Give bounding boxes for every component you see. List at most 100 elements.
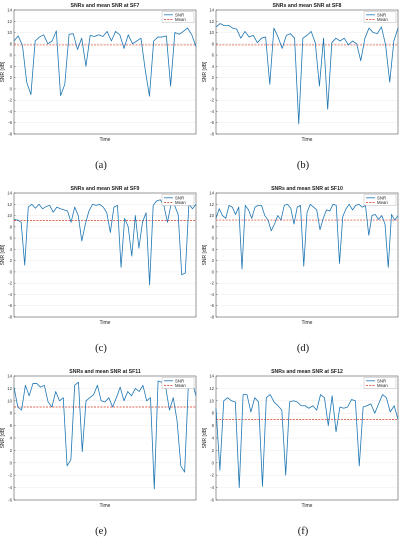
legend-snr-label: SNR bbox=[377, 378, 386, 383]
chart-title: SNRs and mean SNR at SF11 bbox=[69, 369, 141, 375]
y-tick-label: 2 bbox=[212, 75, 215, 80]
legend-box bbox=[363, 194, 397, 206]
plot-frame bbox=[13, 9, 197, 135]
y-axis-label: SNR [dB] bbox=[0, 244, 6, 265]
y-tick-label: 6 bbox=[212, 53, 215, 58]
y-tick-label: 4 bbox=[212, 64, 215, 69]
y-tick-label: 6 bbox=[212, 423, 215, 428]
x-axis-label: Time bbox=[302, 320, 313, 326]
chart-panel-sf9: -8 -6 -4 -2 0 2 4 6 8 10 12 14 SNRs and mean SNR at … bbox=[0, 183, 202, 366]
y-tick-label: 10 bbox=[209, 30, 214, 35]
y-tick-label: -2 bbox=[210, 473, 214, 478]
chart-sf10: -8 -6 -4 -2 0 2 4 6 8 10 12 14 SNRs and mean SNR at … bbox=[202, 186, 399, 326]
x-axis-label: Time bbox=[100, 137, 111, 143]
series-snr-line bbox=[215, 394, 399, 488]
y-tick-label: 4 bbox=[10, 436, 13, 441]
y-tick-label: 0 bbox=[10, 269, 13, 274]
legend-snr-label: SNR bbox=[377, 12, 386, 17]
legend-box bbox=[363, 377, 397, 389]
y-tick-label: -2 bbox=[8, 473, 12, 478]
legend-snr-label: SNR bbox=[377, 195, 386, 200]
legend-box bbox=[161, 11, 195, 23]
panel-caption-sf9: (c) bbox=[95, 343, 107, 354]
y-tick-label: 4 bbox=[10, 64, 13, 69]
y-tick-label: 6 bbox=[10, 53, 13, 58]
y-tick-label: -6 bbox=[210, 498, 214, 503]
x-axis-label: Time bbox=[302, 503, 313, 509]
chart-sf7: -8 -6 -4 -2 0 2 4 6 8 10 12 14 SNRs and mean SNR at … bbox=[0, 3, 197, 143]
y-tick-label: 2 bbox=[10, 448, 13, 453]
series-snr-line bbox=[215, 203, 399, 270]
y-tick-label: 10 bbox=[7, 30, 12, 35]
y-tick-label: 8 bbox=[10, 41, 13, 46]
chart-title: SNRs and mean SNR at SF12 bbox=[271, 369, 343, 375]
y-tick-label: -2 bbox=[8, 281, 12, 286]
legend-snr-label: SNR bbox=[175, 195, 184, 200]
legend-mean-label: Mean bbox=[175, 200, 186, 205]
y-tick-label: 12 bbox=[7, 202, 12, 207]
y-tick-label: 14 bbox=[209, 8, 214, 13]
legend-box bbox=[161, 377, 195, 389]
chart-title: SNRs and mean SNR at SF10 bbox=[271, 186, 343, 192]
y-tick-label: -8 bbox=[8, 132, 12, 137]
legend-snr-label: SNR bbox=[175, 12, 184, 17]
legend-mean-label: Mean bbox=[175, 383, 186, 388]
y-tick-label: 6 bbox=[212, 236, 215, 241]
plot-frame bbox=[13, 375, 197, 501]
y-tick-label: -8 bbox=[8, 315, 12, 320]
y-tick-label: 12 bbox=[209, 202, 214, 207]
legend-mean-label: Mean bbox=[377, 17, 388, 22]
y-tick-label: -6 bbox=[8, 120, 12, 125]
panel-caption-sf12: (f) bbox=[297, 526, 309, 537]
y-tick-label: -8 bbox=[210, 132, 214, 137]
y-axis-label: SNR [dB] bbox=[202, 61, 208, 82]
y-tick-label: -4 bbox=[8, 485, 12, 490]
y-tick-label: 0 bbox=[212, 86, 215, 91]
y-tick-label: 12 bbox=[7, 386, 12, 391]
legend-box bbox=[363, 11, 397, 23]
y-tick-label: -4 bbox=[8, 292, 12, 297]
legend-mean-label: Mean bbox=[377, 383, 388, 388]
y-tick-label: 4 bbox=[212, 247, 215, 252]
plot-frame bbox=[215, 192, 399, 318]
y-tick-label: -6 bbox=[8, 498, 12, 503]
y-tick-label: 14 bbox=[209, 191, 214, 196]
y-tick-label: 8 bbox=[10, 411, 13, 416]
y-tick-label: 10 bbox=[209, 398, 214, 403]
chart-sf12: -6 -4 -2 0 2 4 6 8 10 12 14 SNRs and mean SNR at SF… bbox=[202, 369, 399, 509]
y-tick-label: 8 bbox=[10, 224, 13, 229]
y-tick-label: -6 bbox=[8, 303, 12, 308]
legend-mean-label: Mean bbox=[175, 17, 186, 22]
y-tick-label: 8 bbox=[212, 224, 215, 229]
y-tick-label: -2 bbox=[210, 281, 214, 286]
panel-caption-sf8: (b) bbox=[296, 160, 310, 171]
panel-caption-sf7: (a) bbox=[95, 160, 107, 171]
y-tick-label: 0 bbox=[10, 460, 13, 465]
y-tick-label: 2 bbox=[10, 258, 13, 263]
series-snr-line bbox=[13, 199, 197, 286]
y-tick-label: 2 bbox=[212, 448, 215, 453]
chart-sf8: -8 -6 -4 -2 0 2 4 6 8 10 12 14 SNRs and mean SNR at … bbox=[202, 3, 399, 143]
x-axis-label: Time bbox=[100, 503, 111, 509]
legend-mean-label: Mean bbox=[377, 200, 388, 205]
y-tick-label: 8 bbox=[212, 41, 215, 46]
y-tick-label: 0 bbox=[212, 269, 215, 274]
y-tick-label: -2 bbox=[8, 98, 12, 103]
chart-title: SNRs and mean SNR at SF9 bbox=[71, 186, 140, 192]
chart-title: SNRs and mean SNR at SF8 bbox=[273, 3, 342, 9]
y-tick-label: 10 bbox=[7, 213, 12, 218]
y-tick-label: 0 bbox=[10, 86, 13, 91]
plot-frame bbox=[215, 375, 399, 501]
series-snr-line bbox=[13, 27, 197, 97]
chart-sf9: -8 -6 -4 -2 0 2 4 6 8 10 12 14 SNRs and mean SNR at … bbox=[0, 186, 197, 326]
y-axis-label: SNR [dB] bbox=[202, 427, 208, 448]
y-tick-label: 8 bbox=[212, 411, 215, 416]
panel-caption-sf11: (e) bbox=[95, 526, 107, 537]
y-axis-label: SNR [dB] bbox=[202, 244, 208, 265]
y-tick-label: 12 bbox=[7, 19, 12, 24]
chart-panel-sf8: -8 -6 -4 -2 0 2 4 6 8 10 12 14 SNRs and mean SNR at … bbox=[202, 0, 404, 183]
y-tick-label: -8 bbox=[210, 315, 214, 320]
y-tick-label: 2 bbox=[212, 258, 215, 263]
legend-snr-label: SNR bbox=[175, 378, 184, 383]
